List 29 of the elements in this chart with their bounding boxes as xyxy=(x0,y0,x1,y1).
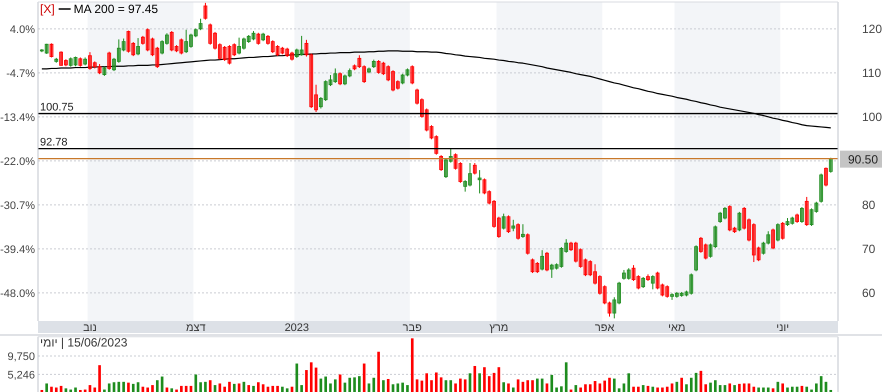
legend: MA 200 = 97.45 xyxy=(74,2,158,16)
ytick: 70 xyxy=(862,242,876,256)
ref-line-label: 100.75 xyxy=(40,102,74,114)
ref-line-label: 92.78 xyxy=(40,136,68,149)
ytick: 100 xyxy=(862,110,882,124)
y2tick: -30.7% xyxy=(0,200,35,212)
y2tick: -4.7% xyxy=(6,68,35,80)
ref-line-label: 90.50 xyxy=(848,152,878,167)
ytick: 60 xyxy=(862,286,876,300)
xtick: מאי xyxy=(668,322,686,334)
xtick: 2023 xyxy=(284,322,310,334)
xtick: פבר xyxy=(402,322,422,334)
ytick: 80 xyxy=(862,198,876,212)
ytick: 120 xyxy=(862,22,882,36)
y2tick: 4.0% xyxy=(10,24,35,36)
y2tick: -13.4% xyxy=(0,112,35,124)
xtick: יוני xyxy=(776,322,790,334)
xtick: אפר xyxy=(594,322,614,334)
y2tick: -22.0% xyxy=(0,156,35,168)
ytick: 5,246 xyxy=(7,369,35,382)
xtick: דצמ xyxy=(186,322,206,334)
annotation: [X] xyxy=(40,2,55,16)
y2tick: -39.4% xyxy=(0,244,35,256)
annotation: 15/06/2023 | יומי xyxy=(40,336,128,350)
y2tick: -48.0% xyxy=(0,288,35,300)
xtick: מרץ xyxy=(489,322,508,334)
ytick: 9,750 xyxy=(7,351,35,364)
ytick: 110 xyxy=(862,66,882,80)
xtick: נוב xyxy=(83,322,97,334)
